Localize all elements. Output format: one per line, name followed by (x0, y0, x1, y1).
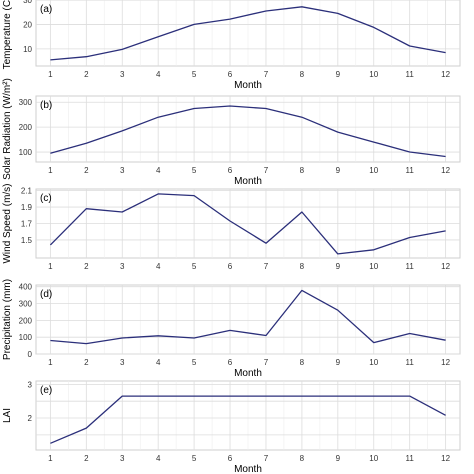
x-tick-label: 1 (48, 70, 53, 79)
y-tick-label: 10 (23, 45, 32, 54)
x-tick-label: 5 (192, 166, 197, 175)
x-tick-label: 11 (406, 262, 415, 271)
x-tick-label: 2 (84, 262, 89, 271)
x-tick-label: 12 (441, 70, 450, 79)
x-tick-label: 7 (264, 70, 269, 79)
x-tick-label: 1 (48, 358, 53, 367)
x-axis-title: Month (234, 80, 262, 91)
x-tick-label: 9 (336, 166, 341, 175)
series-line (50, 6, 446, 61)
x-tick-label: 3 (120, 70, 125, 79)
x-tick-label: 5 (192, 454, 197, 463)
x-tick-label: 6 (228, 166, 233, 175)
x-tick-label: 12 (441, 166, 450, 175)
panel-label: (b) (40, 100, 52, 111)
x-tick-label: 1 (48, 454, 53, 463)
x-tick-label: 11 (406, 166, 415, 175)
x-axis-title: Month (234, 368, 262, 379)
x-axis-title: Month (234, 464, 262, 474)
x-tick-label: 6 (228, 454, 233, 463)
series-line (50, 395, 446, 444)
y-tick-label: 3 (28, 380, 33, 389)
y-tick-label: 20 (23, 20, 32, 29)
x-tick-label: 1 (48, 262, 53, 271)
x-tick-label: 3 (120, 454, 125, 463)
x-tick-label: 12 (441, 454, 450, 463)
x-tick-label: 3 (120, 262, 125, 271)
y-tick-label: 200 (19, 123, 33, 132)
x-tick-label: 10 (369, 454, 378, 463)
x-tick-label: 5 (192, 358, 197, 367)
panel-label: (c) (40, 193, 52, 204)
y-axis-title: Precipitation (mm) (2, 279, 13, 360)
y-axis-title: Temperature (C) (2, 0, 13, 69)
panel-label: (d) (40, 289, 52, 300)
x-tick-label: 2 (84, 166, 89, 175)
series-line (49, 193, 446, 255)
y-tick-label: 1.9 (21, 203, 33, 212)
x-tick-label: 10 (369, 262, 378, 271)
panel-label: (a) (40, 4, 52, 15)
x-tick-label: 3 (120, 358, 125, 367)
y-tick-label: 300 (19, 98, 33, 107)
x-tick-label: 2 (84, 454, 89, 463)
y-tick-label: 300 (19, 300, 33, 309)
y-tick-label: 400 (19, 283, 33, 292)
x-tick-label: 1 (48, 166, 53, 175)
x-tick-label: 9 (336, 70, 341, 79)
x-tick-label: 2 (84, 70, 89, 79)
x-tick-label: 6 (228, 70, 233, 79)
y-axis-title: Wind Speed (m/s) (2, 183, 13, 263)
y-tick-label: 1.5 (21, 236, 33, 245)
x-tick-label: 7 (264, 454, 269, 463)
panel-label: (e) (40, 385, 52, 396)
x-tick-label: 7 (264, 166, 269, 175)
x-tick-label: 6 (228, 262, 233, 271)
y-tick-label: 0 (28, 350, 33, 359)
x-tick-label: 4 (156, 70, 161, 79)
y-tick-label: 200 (19, 316, 33, 325)
y-axis-title: LAI (2, 408, 13, 423)
x-tick-label: 3 (120, 166, 125, 175)
x-tick-label: 4 (156, 358, 161, 367)
x-tick-label: 8 (300, 70, 305, 79)
x-tick-label: 11 (406, 358, 415, 367)
x-tick-label: 7 (264, 358, 269, 367)
x-tick-label: 4 (156, 262, 161, 271)
y-tick-label: 30 (23, 0, 32, 5)
x-tick-label: 6 (228, 358, 233, 367)
series-line (50, 105, 446, 158)
x-tick-label: 4 (156, 454, 161, 463)
x-tick-label: 5 (192, 262, 197, 271)
x-tick-label: 8 (300, 262, 305, 271)
x-tick-label: 9 (336, 262, 341, 271)
y-tick-label: 100 (19, 333, 33, 342)
x-tick-label: 12 (441, 262, 450, 271)
series-line (50, 289, 446, 345)
x-tick-label: 2 (84, 358, 89, 367)
x-tick-label: 9 (336, 454, 341, 463)
x-tick-label: 9 (336, 358, 341, 367)
x-tick-label: 7 (264, 262, 269, 271)
x-tick-label: 5 (192, 70, 197, 79)
y-axis-title: Solar Radiation (W/m²) (2, 78, 13, 180)
x-tick-label: 11 (406, 70, 415, 79)
x-tick-label: 11 (406, 454, 415, 463)
y-tick-label: 2.1 (21, 187, 33, 196)
x-tick-label: 8 (300, 166, 305, 175)
x-tick-label: 10 (369, 166, 378, 175)
x-tick-label: 4 (156, 166, 161, 175)
x-tick-label: 10 (369, 70, 378, 79)
x-axis-title: Month (234, 176, 262, 187)
y-tick-label: 100 (19, 148, 33, 157)
y-tick-label: 1.7 (21, 220, 33, 229)
y-tick-label: 2 (28, 414, 33, 423)
x-tick-label: 8 (300, 454, 305, 463)
x-tick-label: 12 (441, 358, 450, 367)
x-tick-label: 8 (300, 358, 305, 367)
x-tick-label: 10 (369, 358, 378, 367)
